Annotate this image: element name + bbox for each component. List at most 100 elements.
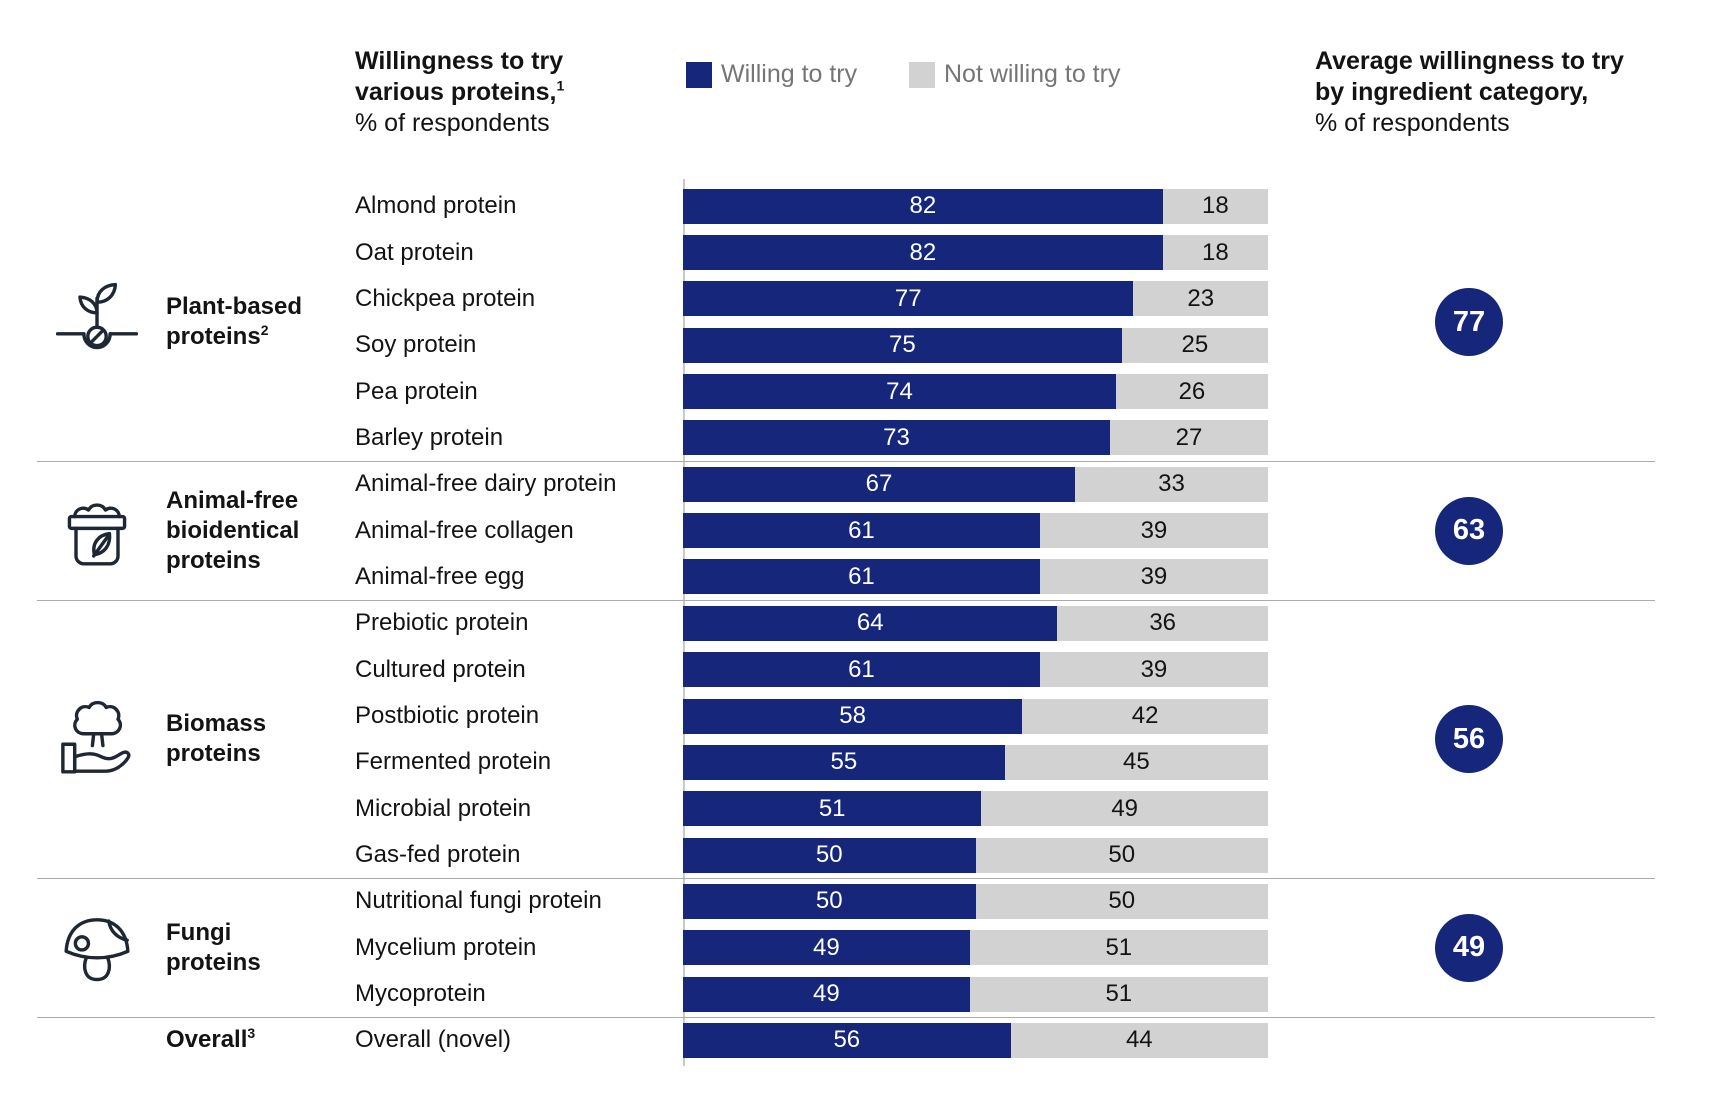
willing-value: 75 xyxy=(889,331,916,359)
bar-row: 61 39 xyxy=(683,559,1268,595)
not-willing-value: 33 xyxy=(1158,470,1185,498)
legend-label-not-willing: Not willing to try xyxy=(944,60,1121,88)
willing-value: 50 xyxy=(815,887,843,915)
not-willing-value: 18 xyxy=(1201,192,1229,220)
willing-value: 55 xyxy=(830,748,858,776)
not-willing-value: 50 xyxy=(1108,841,1136,869)
not-willing-bar-segment: 42 xyxy=(1022,698,1268,734)
not-willing-value: 42 xyxy=(1131,702,1159,730)
row-label: Overall (novel) xyxy=(355,1026,512,1054)
not-willing-bar-segment: 26 xyxy=(1115,374,1268,410)
not-willing-bar-segment: 18 xyxy=(1162,188,1268,224)
not-willing-value: 26 xyxy=(1178,377,1206,405)
willing-value: 67 xyxy=(865,470,893,498)
group-divider xyxy=(37,461,1655,463)
average-value: 63 xyxy=(1452,514,1486,547)
willing-bar-segment: 58 xyxy=(683,698,1023,734)
willing-bar-segment: 73 xyxy=(683,420,1111,456)
category-label: Plant-based proteins2 xyxy=(166,293,303,351)
bar-row: 61 39 xyxy=(683,652,1268,688)
willing-value: 61 xyxy=(848,516,875,544)
not-willing-value: 27 xyxy=(1175,423,1203,451)
category-label: Animal-free bioidentical proteins xyxy=(166,486,300,574)
container-leaf-icon xyxy=(55,489,139,573)
row-label: Animal-free dairy protein xyxy=(355,470,617,498)
not-willing-bar-segment: 23 xyxy=(1133,281,1268,317)
hand-tree-icon xyxy=(55,697,139,781)
bar-row: 73 27 xyxy=(683,420,1268,456)
not-willing-bar-segment: 49 xyxy=(981,791,1268,827)
bar-row: 51 49 xyxy=(683,791,1268,827)
not-willing-bar-segment: 39 xyxy=(1039,559,1268,595)
willing-value: 61 xyxy=(848,562,875,590)
willing-value: 77 xyxy=(894,284,922,312)
row-label: Cultured protein xyxy=(355,655,526,683)
willing-value: 74 xyxy=(886,377,913,405)
average-circle: 77 xyxy=(1435,288,1503,357)
willing-swatch-icon xyxy=(686,61,712,88)
right-title-unit: % of respondents xyxy=(1315,109,1510,137)
category-block: Overall3 xyxy=(55,1017,355,1063)
willing-value: 61 xyxy=(848,655,875,683)
average-value: 56 xyxy=(1452,722,1486,755)
right-title: Average willingness to try by ingredient… xyxy=(1315,46,1710,139)
left-title-unit: % of respondents xyxy=(355,109,550,137)
willing-bar-segment: 67 xyxy=(683,466,1075,502)
row-label: Pea protein xyxy=(355,377,478,405)
row-label: Oat protein xyxy=(355,238,474,266)
bar-row: 82 18 xyxy=(683,188,1268,224)
category-icon-placeholder xyxy=(55,998,139,1082)
not-willing-bar-segment: 36 xyxy=(1057,605,1268,641)
left-title: Willingness to try various proteins,1 % … xyxy=(355,46,645,139)
not-willing-value: 39 xyxy=(1140,655,1168,683)
willing-bar-segment: 49 xyxy=(683,930,970,966)
row-label: Fermented protein xyxy=(355,748,552,776)
willing-value: 50 xyxy=(815,841,843,869)
willing-value: 56 xyxy=(833,1026,861,1054)
left-title-footnote-marker: 1 xyxy=(556,77,565,94)
row-label: Animal-free collagen xyxy=(355,516,574,544)
mushroom-icon xyxy=(55,906,139,990)
willing-value: 49 xyxy=(812,980,840,1008)
willing-bar-segment: 82 xyxy=(683,188,1163,224)
average-circle: 49 xyxy=(1435,913,1503,982)
bar-row: 77 23 xyxy=(683,281,1268,317)
willing-value: 82 xyxy=(909,238,937,266)
average-circle: 63 xyxy=(1435,496,1503,565)
willing-bar-segment: 55 xyxy=(683,744,1005,780)
right-title-text: Average willingness to try by ingredient… xyxy=(1315,47,1624,106)
legend-item-willing: Willing to try xyxy=(686,60,857,89)
willing-bar-segment: 74 xyxy=(683,374,1116,410)
not-willing-value: 51 xyxy=(1105,980,1133,1008)
row-label: Chickpea protein xyxy=(355,284,536,312)
not-willing-value: 44 xyxy=(1125,1026,1153,1054)
bar-row: 50 50 xyxy=(683,837,1268,873)
not-willing-value: 23 xyxy=(1187,284,1215,312)
category-block: Biomass proteins xyxy=(55,600,355,878)
willing-bar-segment: 56 xyxy=(683,1022,1011,1058)
legend-label-willing: Willing to try xyxy=(721,60,858,88)
willing-bar-segment: 77 xyxy=(683,281,1134,317)
willing-bar-segment: 61 xyxy=(683,652,1040,688)
right-title-bold: Average willingness to try by ingredient… xyxy=(1315,46,1710,108)
not-willing-bar-segment: 33 xyxy=(1074,466,1268,502)
not-willing-bar-segment: 39 xyxy=(1039,652,1268,688)
willing-value: 73 xyxy=(883,423,910,451)
category-label: Fungi proteins xyxy=(166,918,261,976)
not-willing-bar-segment: 50 xyxy=(975,883,1268,919)
group-divider xyxy=(37,1017,1655,1019)
willing-value: 51 xyxy=(818,794,846,822)
willing-bar-segment: 49 xyxy=(683,976,970,1012)
row-label: Gas-fed protein xyxy=(355,841,521,869)
willing-bar-segment: 51 xyxy=(683,791,982,827)
willing-bar-segment: 50 xyxy=(683,883,976,919)
row-label: Nutritional fungi protein xyxy=(355,887,602,915)
willing-bar-segment: 61 xyxy=(683,513,1040,549)
willing-bar-segment: 75 xyxy=(683,327,1122,363)
willing-value: 82 xyxy=(909,192,937,220)
not-willing-bar-segment: 51 xyxy=(969,976,1268,1012)
bar-row: 74 26 xyxy=(683,374,1268,410)
not-willing-value: 51 xyxy=(1105,933,1133,961)
category-label: Overall3 xyxy=(166,1025,256,1054)
